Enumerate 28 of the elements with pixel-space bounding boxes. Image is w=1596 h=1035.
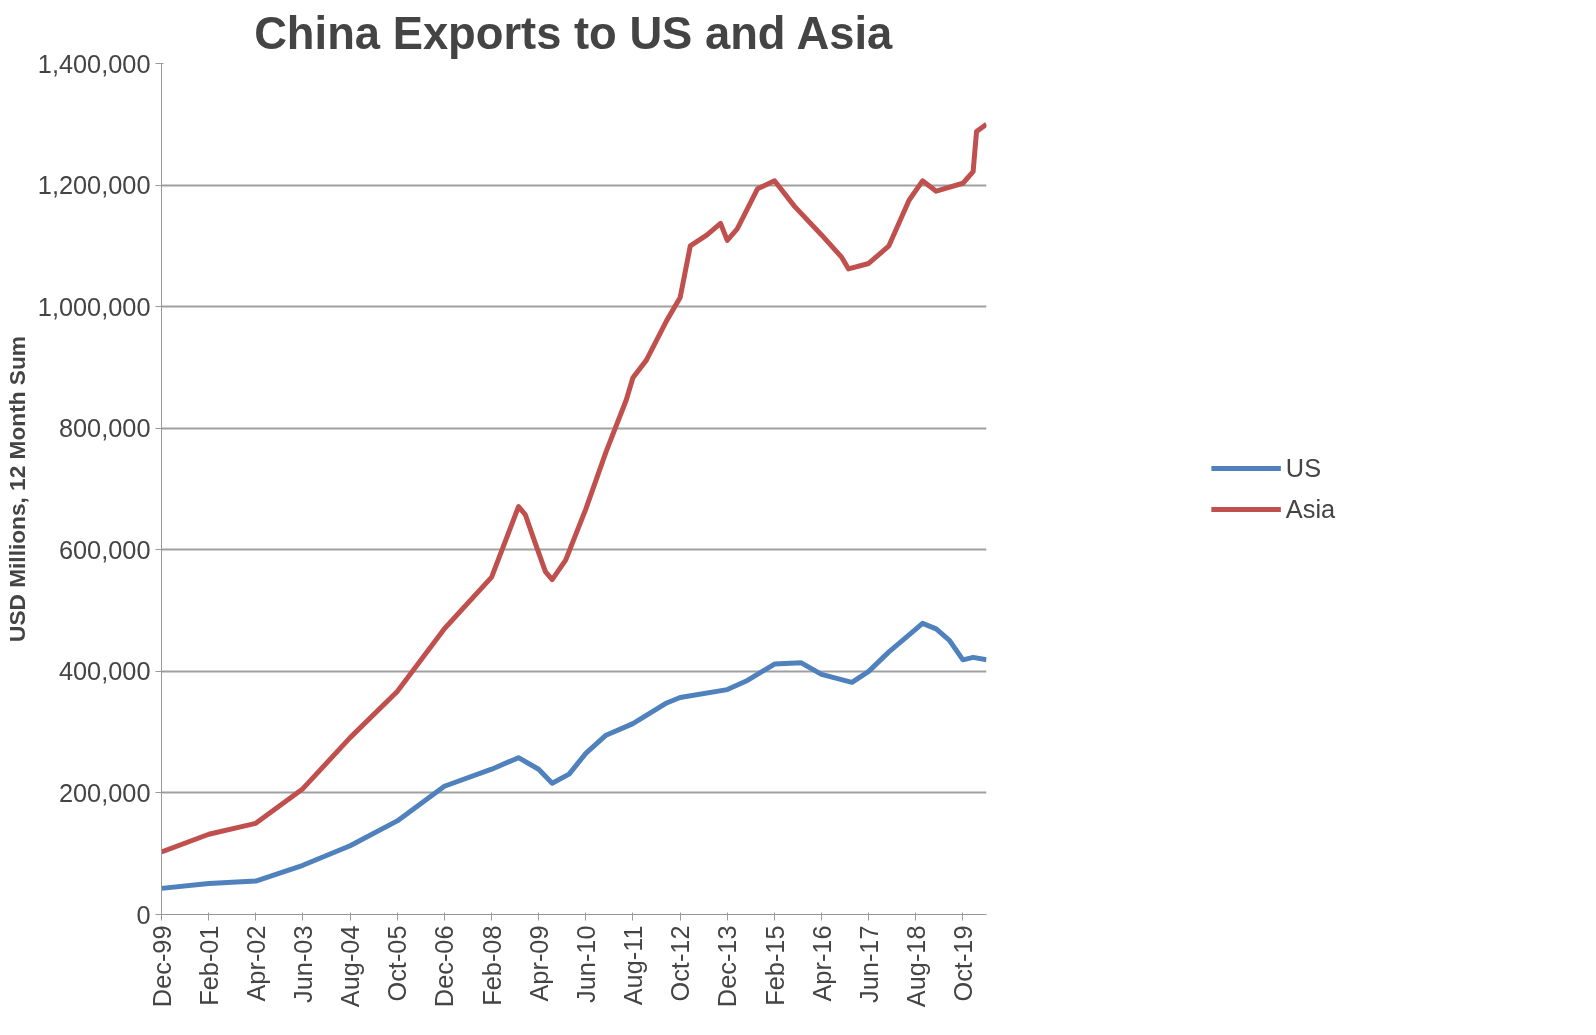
y-axis-title: USD Millions, 12 Month Sum xyxy=(3,336,30,642)
y-tick-label: 1,400,000 xyxy=(37,49,151,78)
x-tick-label: Oct-12 xyxy=(666,925,695,1002)
x-tick-label: Jun-03 xyxy=(288,925,317,1003)
y-tick-label: 200,000 xyxy=(58,778,151,807)
x-tick-label: Apr-02 xyxy=(241,925,270,1002)
x-tick-label: Feb-01 xyxy=(194,925,223,1006)
y-tick-label: 1,200,000 xyxy=(37,171,151,200)
y-tick-label: 800,000 xyxy=(58,414,151,443)
x-tick-label: Apr-09 xyxy=(524,925,553,1002)
x-tick-label: Aug-11 xyxy=(618,925,647,1006)
x-tick-label: Jun-10 xyxy=(571,925,600,1003)
y-tick-label: 1,000,000 xyxy=(37,292,151,321)
legend-label: US xyxy=(1285,453,1322,483)
y-tick-label: 400,000 xyxy=(58,657,151,686)
x-tick-label: Apr-16 xyxy=(807,925,836,1002)
legend-label: Asia xyxy=(1285,494,1336,524)
x-tick-label: Dec-13 xyxy=(713,925,742,1008)
x-tick-label: Dec-06 xyxy=(430,925,459,1008)
x-tick-label: Oct-19 xyxy=(948,925,977,1002)
x-tick-label: Feb-08 xyxy=(477,925,506,1006)
y-tick-label: 600,000 xyxy=(58,535,151,564)
x-tick-label: Aug-04 xyxy=(336,925,365,1008)
x-tick-label: Jun-17 xyxy=(854,925,883,1003)
x-tick-label: Feb-15 xyxy=(760,925,789,1006)
x-tick-label: Aug-18 xyxy=(901,925,930,1008)
x-tick-label: Oct-05 xyxy=(383,925,412,1002)
chart-title: China Exports to US and Asia xyxy=(254,7,893,59)
